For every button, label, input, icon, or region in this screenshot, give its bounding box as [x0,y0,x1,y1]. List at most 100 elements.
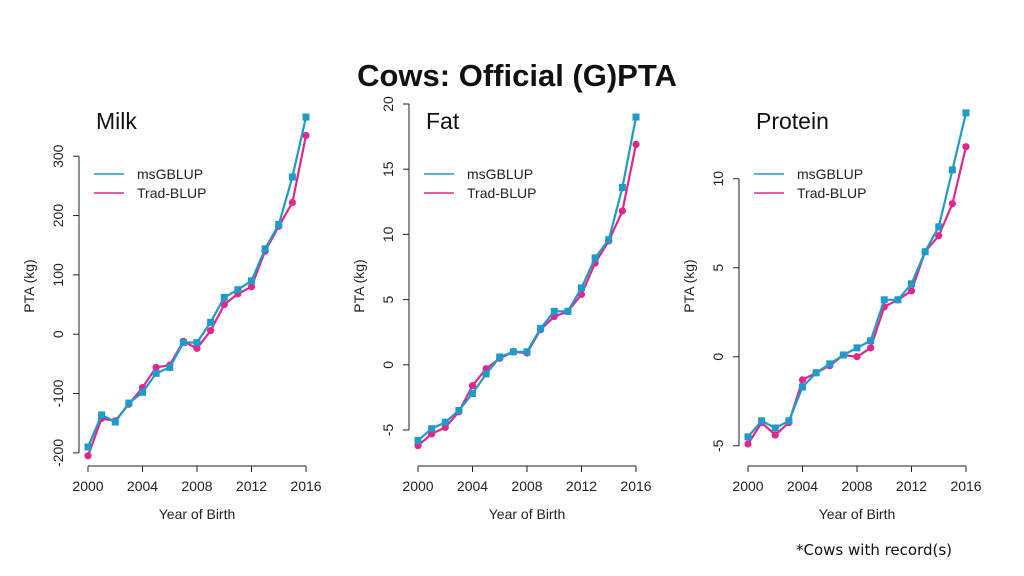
milk-panel-title: Milk [96,108,137,134]
fat-point-msgblup [632,113,640,121]
milk-series-line-trad-blup [86,135,308,457]
fat-point-msgblup [591,254,599,262]
protein-y-tick-label: 0 [710,353,726,361]
fat-y-tick-label: 10 [380,226,396,242]
milk-point-trad-blup [84,452,92,460]
protein-point-msgblup [921,248,929,256]
protein-point-trad-blup [853,353,861,361]
milk-x-tick-label: 2004 [127,478,158,494]
protein-point-msgblup [948,166,956,174]
protein-point-trad-blup [935,232,943,240]
milk-point-msgblup [248,277,255,285]
fat-point-msgblup [550,307,558,315]
fat-y-tick-label: 5 [380,296,396,304]
fat-point-msgblup [455,406,463,414]
milk-point-msgblup [302,113,310,121]
fat-panel-title: Fat [426,108,460,134]
footnote: *Cows with record(s) [796,541,953,559]
fat-point-msgblup [414,436,422,444]
fat-point-msgblup [537,324,545,332]
fat-legend-label-msgblup: msGBLUP [467,166,533,182]
protein-point-msgblup [744,433,752,441]
milk-point-trad-blup [247,283,256,291]
protein-chart: -5 0 5 10 2000 2004 2008 2012 2016 Year of Birth P… [681,108,982,522]
protein-y-tick-label: 10 [710,171,726,187]
milk-y-tick-label: 300 [50,144,66,168]
protein-y-tick-label: 5 [710,264,726,272]
fat-y-axis-title: PTA (kg) [351,259,367,312]
milk-point-msgblup [152,369,160,377]
protein-panel-title: Protein [756,108,829,134]
fat-y-tick-label: 15 [380,161,396,177]
protein-point-msgblup [839,351,847,359]
milk-point-msgblup [261,245,269,253]
fat-point-msgblup [441,418,449,426]
protein-legend-label-trad-blup: Trad-BLUP [797,185,867,201]
fat-x-axis-title: Year of Birth [489,506,566,522]
protein-point-trad-blup [962,143,970,151]
protein-point-msgblup [785,417,793,425]
protein-y-tick-label: -5 [710,439,726,452]
milk-point-trad-blup [193,344,201,353]
milk-legend-label-msgblup: msGBLUP [137,166,203,182]
milk-point-msgblup [179,339,187,347]
fat-chart: -5 0 5 10 15 20 2000 2004 2008 2012 2016 Year of Bi… [351,96,652,522]
fat-y-tick-label: 20 [380,96,396,112]
protein-point-msgblup [894,296,902,304]
fat-point-trad-blup [618,207,626,215]
protein-x-tick-label: 2016 [950,478,981,494]
milk-x-tick-label: 2000 [72,478,103,494]
protein-point-msgblup [758,417,766,425]
fat-point-trad-blup [632,140,640,149]
protein-legend-label-msgblup: msGBLUP [797,166,863,182]
protein-point-msgblup [867,337,875,345]
milk-y-tick-label: -200 [50,439,66,467]
milk-point-msgblup [125,399,133,407]
fat-x-tick-label: 2000 [402,478,433,494]
milk-point-msgblup [288,173,296,181]
fat-x-tick-label: 2016 [620,478,651,494]
milk-x-tick-label: 2012 [236,478,267,494]
milk-point-trad-blup [207,327,215,335]
fat-point-msgblup [523,348,531,356]
fat-point-trad-blup [468,382,477,390]
milk-point-msgblup [275,220,283,228]
milk-point-msgblup [84,443,92,451]
protein-series-line-msgblup [747,112,968,438]
fat-point-msgblup [605,236,613,244]
fat-x-tick-label: 2008 [511,478,542,494]
fat-point-msgblup [428,425,436,433]
protein-point-trad-blup [907,287,916,295]
milk-legend-label-trad-blup: Trad-BLUP [137,185,207,201]
fat-x-tick-label: 2012 [566,478,597,494]
fat-point-msgblup [578,284,585,292]
fat-point-msgblup [564,307,572,315]
milk-point-trad-blup [152,363,160,372]
milk-chart: -200 -100 0 100 200 300 2000 2004 2008 2012 2016 Ye… [21,108,322,522]
milk-point-msgblup [234,286,242,294]
protein-point-msgblup [935,223,943,231]
milk-point-msgblup [193,339,201,347]
milk-point-msgblup [111,418,119,426]
fat-point-msgblup [618,183,626,191]
milk-y-tick-label: 200 [50,204,66,228]
protein-point-msgblup [908,280,915,288]
protein-point-msgblup [962,109,970,117]
protein-x-tick-label: 2008 [841,478,872,494]
milk-point-trad-blup [288,198,296,207]
fat-legend-label-trad-blup: Trad-BLUP [467,185,537,201]
protein-x-tick-label: 2004 [787,478,818,494]
milk-x-tick-label: 2016 [290,478,321,494]
milk-point-msgblup [98,411,106,419]
protein-point-trad-blup [948,200,956,208]
protein-y-axis-title: PTA (kg) [681,259,697,312]
milk-x-axis-title: Year of Birth [159,506,236,522]
protein-point-msgblup [880,296,888,304]
milk-point-msgblup [207,318,215,326]
protein-point-trad-blup [798,376,807,384]
fat-point-msgblup [469,389,476,397]
milk-point-trad-blup [302,131,310,140]
milk-y-tick-label: -100 [50,379,66,407]
protein-point-trad-blup [867,344,875,352]
fat-x-tick-label: 2004 [457,478,488,494]
